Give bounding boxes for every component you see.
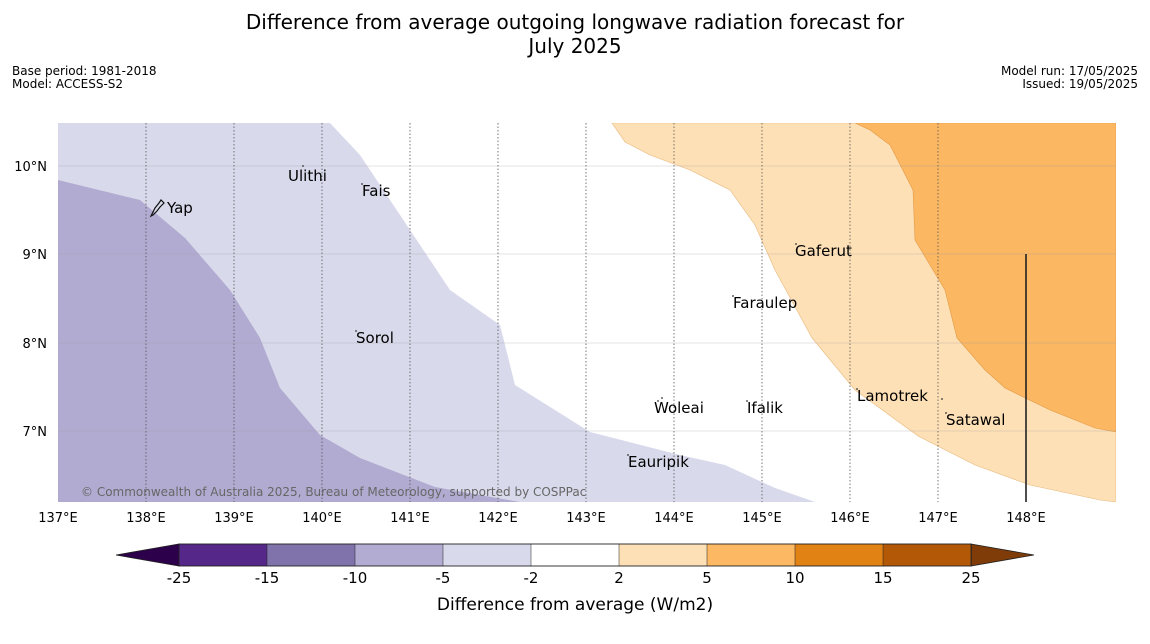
place-label: Ulithi <box>288 167 327 185</box>
meta-right: Model run: 17/05/2025 Issued: 19/05/2025 <box>1001 65 1138 91</box>
colorbar-tick-label: 5 <box>702 569 712 587</box>
colorbar-segment <box>354 543 444 567</box>
colorbar-segment <box>794 543 884 567</box>
place-label: Fais <box>362 182 391 200</box>
colorbar-segment <box>706 543 796 567</box>
colorbar-segment <box>530 543 620 567</box>
model-text: Model: ACCESS-S2 <box>12 77 124 91</box>
place-label: Lamotrek <box>857 387 928 405</box>
colorbar-tick-label: -10 <box>343 569 368 587</box>
colorbar-segment <box>178 543 268 567</box>
colorbar-tick-label: -15 <box>255 569 280 587</box>
place-label: Satawal <box>946 411 1005 429</box>
lon-tick-label: 146°E <box>830 511 870 526</box>
colorbar-segment <box>882 543 972 567</box>
colorbar-label: Difference from average (W/m2) <box>437 595 713 615</box>
lat-tick-label: 10°N <box>14 160 47 175</box>
lon-tick-label: 144°E <box>654 511 694 526</box>
colorbar-segment <box>618 543 708 567</box>
base-period-text: Base period: 1981-2018 <box>12 64 157 78</box>
place-label: Faraulep <box>733 294 797 312</box>
colorbar-tick-label: -2 <box>524 569 539 587</box>
lon-tick-label: 141°E <box>390 511 430 526</box>
lat-tick-label: 9°N <box>23 248 48 263</box>
lat-tick-label: 8°N <box>23 337 48 352</box>
model-run-text: Model run: 17/05/2025 <box>1000 64 1138 78</box>
colorbar-frame <box>178 543 972 567</box>
lat-tick-label: 7°N <box>23 425 48 440</box>
map-title-line2: July 2025 <box>528 34 622 58</box>
colorbar-tick-label: 25 <box>961 569 980 587</box>
map-title-line1: Difference from average outgoing longwav… <box>245 10 905 34</box>
issued-text: Issued: 19/05/2025 <box>1022 77 1138 91</box>
band-minus10-minus5 <box>58 180 520 502</box>
band-5-10 <box>854 123 1116 433</box>
colorbar-over-arrow <box>970 543 1035 567</box>
lon-tick-label: 145°E <box>742 511 782 526</box>
colorbar-segment <box>442 543 532 567</box>
lon-tick-label: 148°E <box>1006 511 1046 526</box>
place-label: Eauripik <box>628 453 689 471</box>
island-markers <box>302 165 947 456</box>
colorbar-tick-label: 2 <box>614 569 624 587</box>
lon-tick-label: 138°E <box>126 511 166 526</box>
anomaly-field <box>58 123 1116 502</box>
lon-tick-label: 147°E <box>918 511 958 526</box>
lat-tick-labels: 10°N 9°N 8°N 7°N <box>14 160 47 440</box>
colorbar-tick-label: -5 <box>436 569 451 587</box>
colorbar-under-arrow <box>115 543 180 567</box>
colorbar-tick-label: 10 <box>785 569 804 587</box>
lon-tick-labels: 137°E 138°E 139°E 140°E 141°E 142°E 143°… <box>38 511 1046 526</box>
lon-tick-label: 140°E <box>302 511 342 526</box>
lon-tick-label: 139°E <box>214 511 254 526</box>
colorbar-tick-label: -25 <box>167 569 192 587</box>
place-label: Yap <box>166 199 193 217</box>
meta-left: Base period: 1981-2018 Model: ACCESS-S2 <box>12 65 157 91</box>
place-labels: Yap Ulithi Fais Gaferut Faraulep Sorol L… <box>166 167 1005 471</box>
place-label: Ifalik <box>747 399 783 417</box>
colorbar: -25 -15 -10 -5 -2 2 5 10 15 25 Difference from av… <box>115 543 1035 615</box>
credit-text: © Commonwealth of Australia 2025, Bureau… <box>81 485 586 499</box>
place-label: Gaferut <box>795 242 852 260</box>
lon-tick-label: 137°E <box>38 511 78 526</box>
lon-tick-label: 142°E <box>478 511 518 526</box>
place-label: Woleai <box>654 399 704 417</box>
colorbar-segment <box>266 543 356 567</box>
colorbar-tick-label: 15 <box>873 569 892 587</box>
place-label: Sorol <box>356 329 394 347</box>
yap-island-shape <box>149 199 165 218</box>
lon-tick-label: 143°E <box>566 511 606 526</box>
